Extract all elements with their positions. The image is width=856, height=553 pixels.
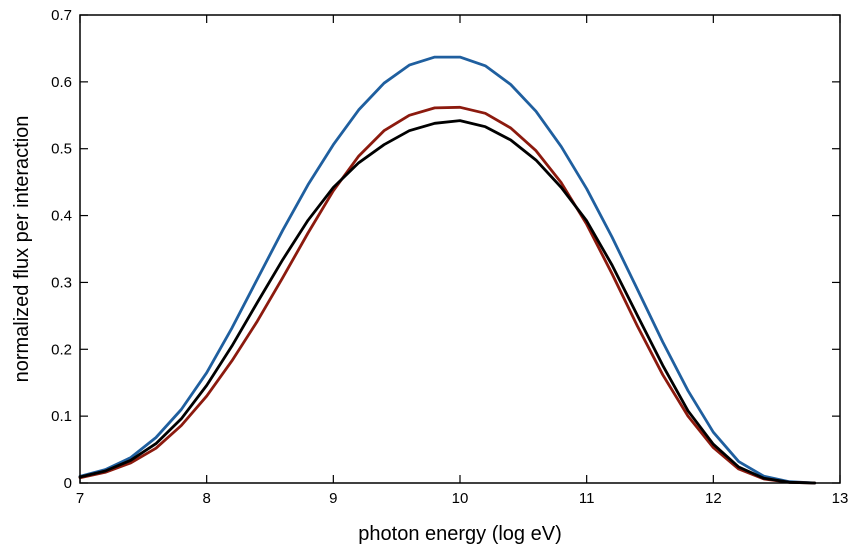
y-tick-label: 0 bbox=[64, 475, 72, 492]
y-tick-label: 0.1 bbox=[51, 408, 72, 425]
y-tick-label: 0.2 bbox=[51, 341, 72, 358]
x-tick-label: 13 bbox=[832, 490, 849, 507]
x-axis-label: photon energy (log eV) bbox=[358, 523, 561, 545]
tick-layer: 7 8 9 10 11 12 13 0 0.1 0.2 0.3 0.4 0.5 0.6 0.7 bbox=[51, 7, 848, 507]
series-line-3 bbox=[78, 119, 817, 485]
x-tick-label: 8 bbox=[202, 490, 210, 507]
y-tick-label: 0.7 bbox=[51, 7, 72, 24]
y-tick-label: 0.5 bbox=[51, 141, 72, 158]
x-tick-label: 12 bbox=[705, 490, 722, 507]
y-tick-label: 0.4 bbox=[51, 208, 72, 225]
x-tick-label: 10 bbox=[452, 490, 469, 507]
x-tick-label: 11 bbox=[579, 490, 595, 507]
y-tick-label: 0.6 bbox=[51, 74, 72, 91]
y-tick-label: 0.3 bbox=[51, 274, 72, 291]
series-line-2 bbox=[78, 105, 817, 485]
series-layer bbox=[78, 55, 817, 485]
x-tick-label: 7 bbox=[76, 490, 84, 507]
y-axis-label: normalized flux per interaction bbox=[11, 116, 33, 383]
x-tick-label: 9 bbox=[329, 490, 337, 507]
series-line-1 bbox=[78, 55, 817, 485]
